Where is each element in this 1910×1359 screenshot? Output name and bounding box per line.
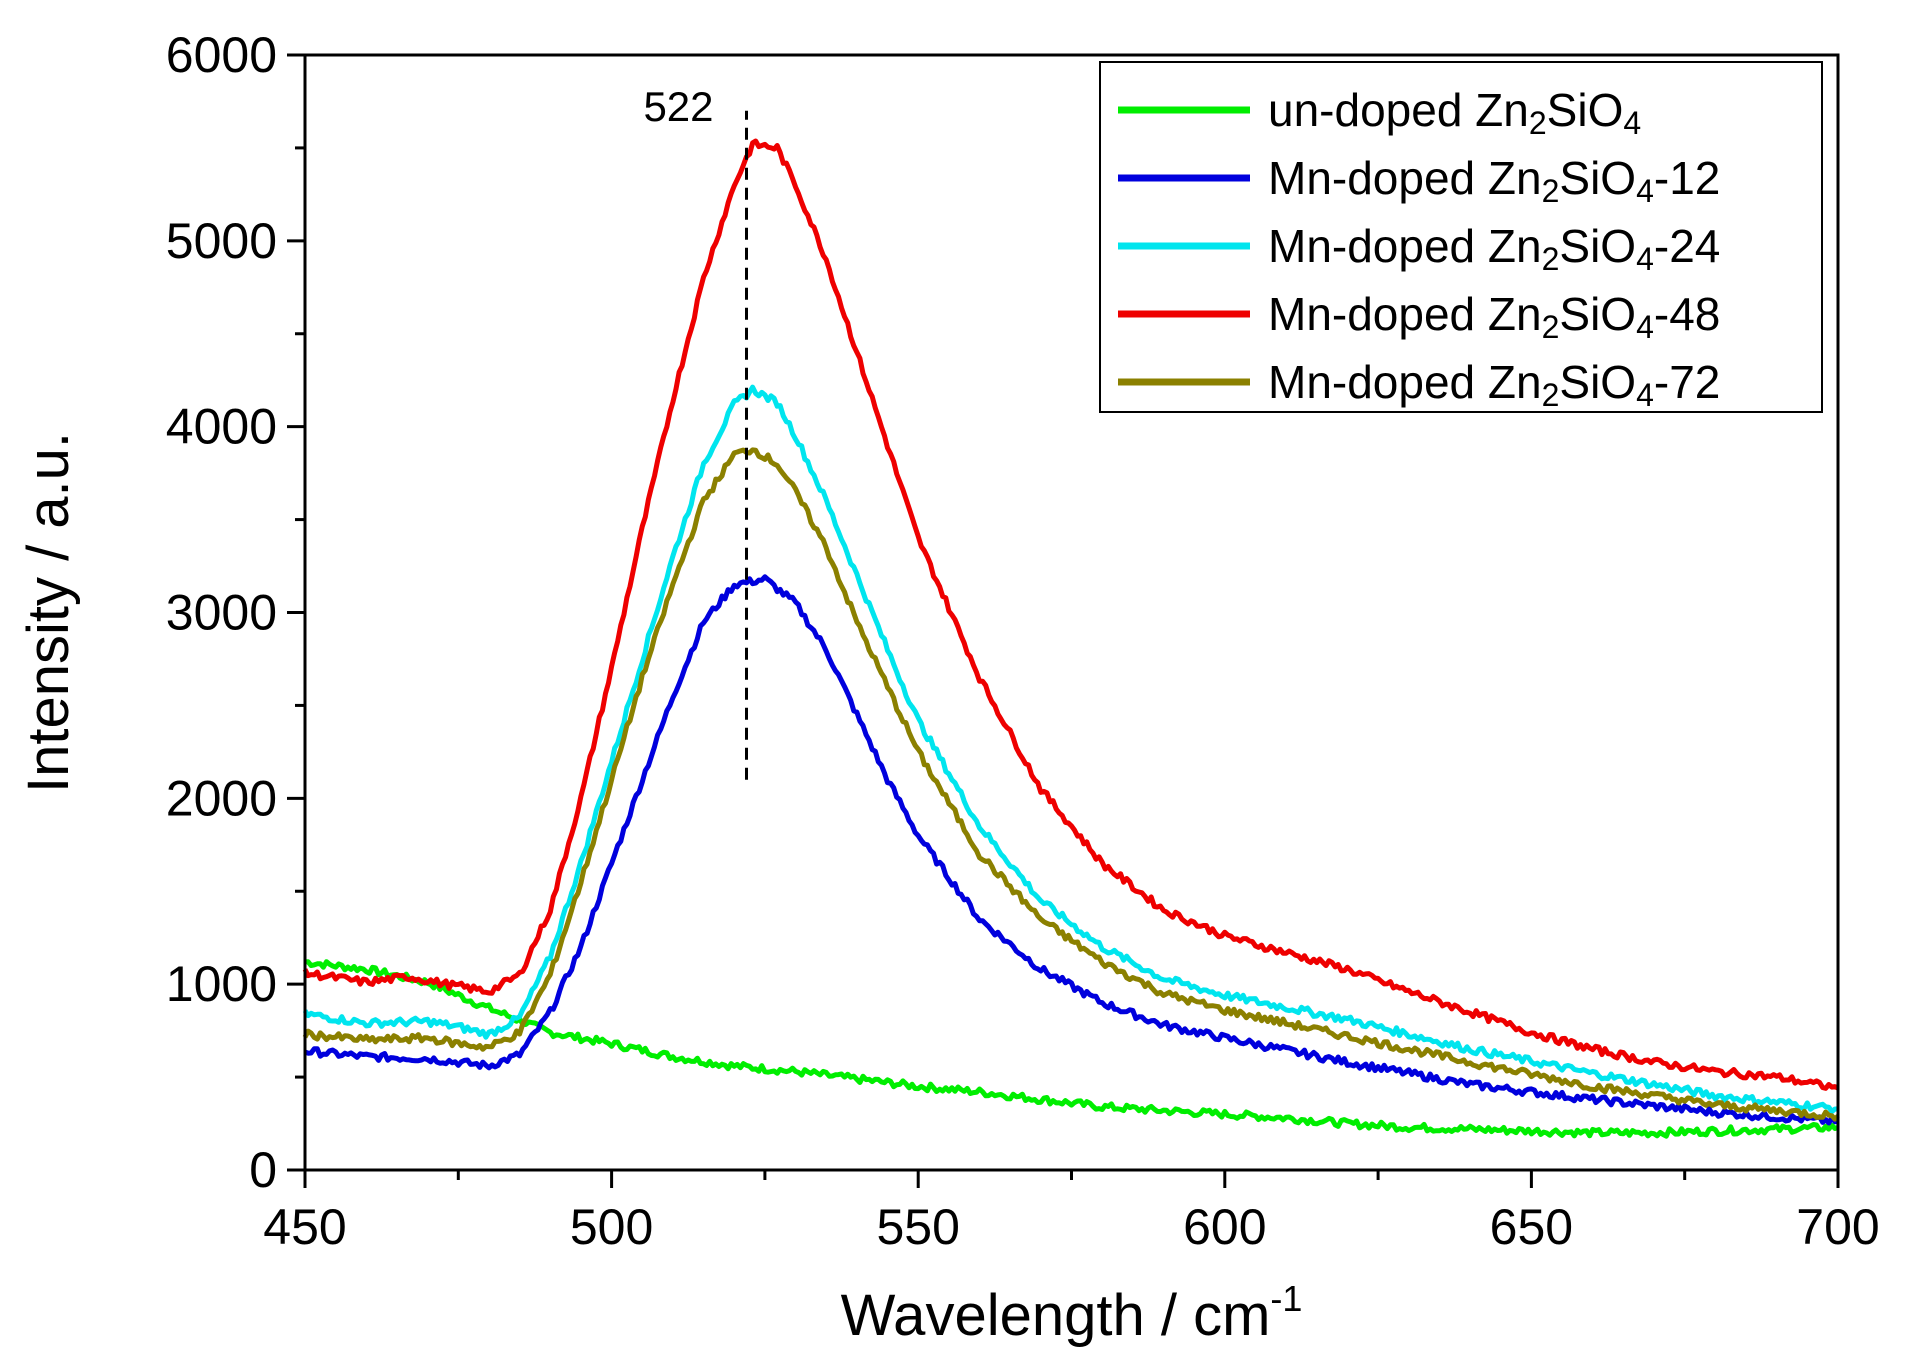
y-tick-label: 0 — [249, 1142, 277, 1198]
y-tick-label: 4000 — [166, 399, 277, 455]
legend-item: Mn-doped Zn2SiO4-12 — [1118, 152, 1720, 209]
series-line-4 — [302, 447, 1840, 1122]
axes-layer: 450 500 550 600 650 700 0 1000 2000 3000 4000 5000 6… — [166, 27, 1880, 1255]
legend-label: Mn-doped Zn2SiO4-12 — [1268, 152, 1720, 209]
series-line-3 — [302, 138, 1840, 1091]
y-tick-label: 3000 — [166, 585, 277, 641]
series-layer — [302, 138, 1840, 1139]
x-axis-title: Wavelength / cm-1 — [841, 1278, 1303, 1348]
x-tick-label: 550 — [876, 1199, 959, 1255]
legend-item: un-doped Zn2SiO4 — [1118, 84, 1641, 141]
x-axis-title-sup: -1 — [1270, 1278, 1302, 1319]
x-tick-label: 600 — [1183, 1199, 1266, 1255]
legend-box — [1099, 61, 1823, 413]
x-tick-label: 700 — [1796, 1199, 1879, 1255]
peak-marker-label: 522 — [643, 83, 713, 130]
legend-label: Mn-doped Zn2SiO4-24 — [1268, 220, 1720, 277]
x-tick-label: 450 — [263, 1199, 346, 1255]
series-line-2 — [302, 384, 1839, 1115]
legend-label: Mn-doped Zn2SiO4-72 — [1268, 356, 1720, 413]
legend: un-doped Zn2SiO4 Mn-doped Zn2SiO4-12 Mn-do… — [1099, 61, 1823, 413]
legend-label: Mn-doped Zn2SiO4-48 — [1268, 288, 1720, 345]
series-line-0 — [304, 959, 1839, 1139]
x-tick-label: 650 — [1490, 1199, 1573, 1255]
legend-item: Mn-doped Zn2SiO4-48 — [1118, 288, 1720, 345]
y-tick-label: 2000 — [166, 770, 277, 826]
y-tick-label: 1000 — [166, 956, 277, 1012]
annotation-layer: 522 — [643, 83, 749, 780]
series-line-1 — [304, 574, 1838, 1126]
x-axis-title-text: Wavelength / cm — [841, 1283, 1271, 1348]
legend-item: Mn-doped Zn2SiO4-72 — [1118, 356, 1720, 413]
legend-item: Mn-doped Zn2SiO4-24 — [1118, 220, 1720, 277]
x-tick-label: 500 — [570, 1199, 653, 1255]
legend-label: un-doped Zn2SiO4 — [1268, 84, 1641, 141]
y-axis-title: Intensity / a.u. — [16, 432, 81, 793]
y-tick-label: 5000 — [166, 213, 277, 269]
y-tick-label: 6000 — [166, 27, 277, 83]
